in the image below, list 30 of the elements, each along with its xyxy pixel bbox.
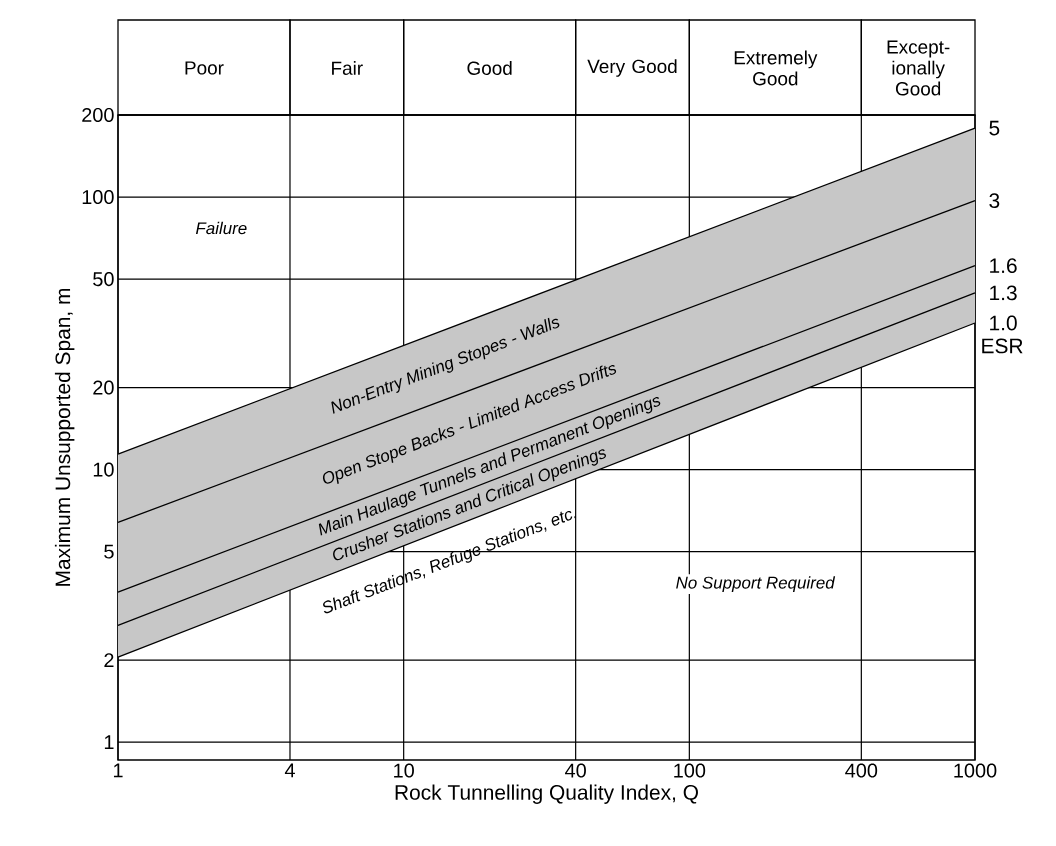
y-axis-title: Maximum Unsupported Span, m <box>54 288 75 586</box>
x-tick-label: 1000 <box>954 763 997 778</box>
text: Except-ionally Good <box>887 40 950 96</box>
text: Fair <box>332 61 363 75</box>
text: Poor <box>185 61 224 75</box>
text: Extremely Good <box>734 50 818 86</box>
text: Very Good <box>587 59 677 77</box>
text: Good <box>467 61 512 75</box>
x-tick-label: 100 <box>674 763 706 778</box>
annotation: Failure <box>195 221 247 235</box>
y-tick-label: 2 <box>104 653 114 668</box>
y-tick-label: 20 <box>93 380 114 395</box>
x-axis-title: Rock Tunnelling Quality Index, Q <box>395 784 698 804</box>
y-tick-label: 1 <box>104 735 114 749</box>
y-tick-label: 5 <box>104 544 114 559</box>
legend-label: 5 <box>989 120 1000 136</box>
series-label: 1.6 <box>990 258 1017 274</box>
y-tick-label: 200 <box>82 107 114 123</box>
y-tick-label: 10 <box>93 462 114 477</box>
series-label: 1.3 <box>990 285 1017 301</box>
x-tick-label: 10 <box>394 763 414 778</box>
x-tick-label: 40 <box>565 763 586 778</box>
y-tick-label: 100 <box>82 189 114 205</box>
series-label: 3 <box>989 193 1000 209</box>
annotation: No Support Required <box>676 576 836 593</box>
text: ESR <box>982 338 1023 354</box>
x-tick-label: 4 <box>284 763 295 778</box>
series-label: 1.0 <box>990 315 1017 331</box>
y-tick-label: 50 <box>93 272 114 287</box>
x-tick-label: 400 <box>845 763 878 778</box>
